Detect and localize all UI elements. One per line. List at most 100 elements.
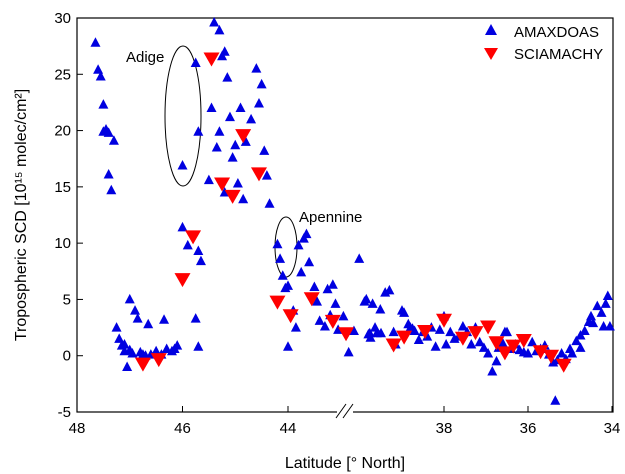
x-tick-label: 48: [69, 420, 86, 437]
data-point: [596, 307, 607, 317]
data-point: [376, 327, 386, 338]
data-point: [190, 313, 201, 323]
data-point: [588, 317, 599, 328]
data-point: [211, 141, 222, 152]
data-point: [177, 221, 188, 232]
data-point: [132, 313, 143, 323]
data-point: [327, 279, 338, 289]
data-point: [348, 325, 359, 335]
data-point: [283, 280, 293, 290]
data-point: [338, 310, 349, 321]
data-point: [527, 336, 538, 347]
data-point: [293, 239, 304, 250]
data-point: [182, 239, 193, 250]
data-point: [324, 314, 341, 329]
data-point: [543, 349, 560, 364]
data-point: [499, 326, 510, 337]
data-point: [296, 266, 307, 277]
data-point: [309, 281, 320, 292]
data-point: [361, 293, 372, 304]
data-point: [98, 99, 109, 109]
data-point: [330, 298, 341, 308]
data-point: [203, 52, 220, 67]
annotation-adige: Adige: [126, 49, 164, 66]
data-point: [122, 361, 133, 371]
data-point: [246, 113, 257, 124]
data-point: [224, 189, 241, 204]
data-point: [209, 17, 220, 27]
series-sciamachy: [134, 52, 572, 373]
annotation-apennine: Apennine: [299, 209, 362, 226]
data-point: [496, 346, 513, 361]
y-tick-label: 25: [54, 66, 71, 83]
data-point: [457, 320, 468, 331]
data-point: [114, 333, 125, 343]
data-point: [119, 338, 130, 349]
data-point: [405, 322, 416, 332]
data-point: [413, 334, 424, 344]
legend-marker-amaxdoas: [485, 24, 497, 35]
data-point: [190, 57, 201, 68]
data-point: [314, 315, 325, 325]
data-point: [367, 298, 378, 308]
data-point: [195, 255, 206, 266]
data-point: [143, 318, 154, 329]
data-point: [555, 358, 572, 373]
x-tick-label: 44: [280, 420, 297, 437]
data-point: [571, 335, 582, 346]
data-point: [238, 193, 249, 204]
data-point: [385, 338, 402, 353]
data-point: [227, 152, 238, 162]
x-axis: 48 46 44 38 36 34: [69, 406, 620, 437]
data-point: [436, 313, 452, 328]
data-point: [319, 320, 330, 331]
data-point: [304, 256, 315, 267]
data-point: [466, 338, 477, 349]
series-layer: [90, 17, 615, 405]
data-point: [375, 304, 386, 314]
data-point: [111, 322, 122, 332]
data-point: [575, 329, 586, 340]
legend-label-amaxdoas: AMAXDOAS: [514, 24, 599, 41]
data-point: [354, 253, 365, 263]
y-tick-label: 30: [54, 10, 71, 27]
x-axis-title: Latitude [° North]: [285, 455, 405, 472]
data-point: [575, 342, 586, 352]
data-point: [177, 159, 188, 170]
data-point: [474, 336, 485, 347]
data-point: [264, 198, 275, 208]
y-tick-label: 10: [54, 235, 71, 252]
data-point: [505, 339, 522, 354]
data-point: [550, 395, 561, 405]
data-point: [441, 338, 452, 349]
data-point: [343, 346, 354, 357]
y-tick-label: 20: [54, 123, 71, 140]
data-point: [488, 336, 505, 351]
data-point: [487, 365, 498, 376]
data-point: [222, 72, 233, 82]
data-point: [338, 327, 355, 342]
data-point: [261, 170, 272, 180]
data-point: [454, 331, 471, 346]
data-point: [269, 295, 286, 310]
data-point: [282, 309, 299, 324]
data-point: [567, 347, 578, 358]
data-point: [127, 347, 138, 358]
data-point: [322, 283, 333, 294]
data-point: [151, 345, 162, 356]
data-point: [93, 64, 104, 74]
data-point: [232, 177, 243, 188]
x-tick-label: 46: [174, 420, 191, 437]
data-point: [193, 341, 204, 351]
x-tick-label: 38: [436, 420, 453, 437]
data-point: [193, 126, 204, 136]
data-point: [303, 292, 320, 307]
legend-label-sciamachy: SCIAMACHY: [514, 46, 603, 63]
data-point: [312, 296, 323, 306]
data-point: [90, 37, 101, 47]
data-point: [214, 126, 225, 136]
data-point: [259, 145, 270, 155]
adige-ellipse: [164, 45, 202, 187]
data-point: [240, 136, 251, 146]
